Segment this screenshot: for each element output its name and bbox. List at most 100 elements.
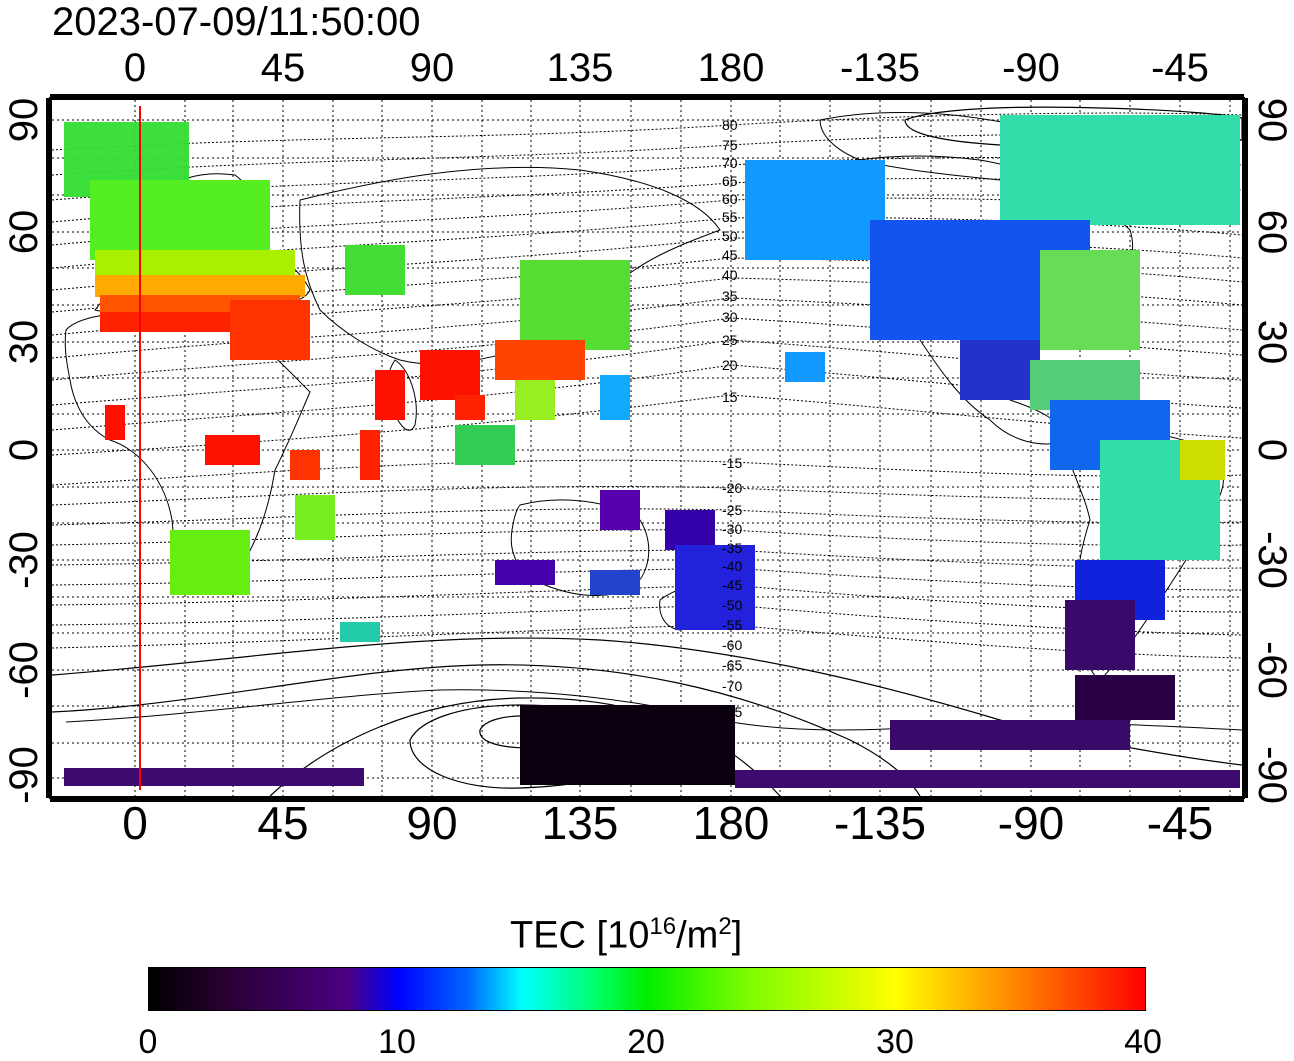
contour-label: 50 xyxy=(722,228,738,244)
right-axis-bar xyxy=(1242,98,1248,798)
tec-patch xyxy=(745,160,885,260)
colorbar xyxy=(148,967,1146,1011)
tec-patch xyxy=(665,510,715,550)
lon-bottom-tick-3: 135 xyxy=(541,797,619,849)
contour-label: 60 xyxy=(722,191,738,207)
tec-patch xyxy=(340,622,380,642)
tec-patch xyxy=(1180,440,1225,480)
tec-patch xyxy=(90,180,270,260)
contour-label: -25 xyxy=(722,502,742,518)
tec-patch xyxy=(520,705,735,785)
contour-label: -60 xyxy=(722,637,742,653)
lon-top-tick-7: -45 xyxy=(1151,46,1209,90)
contour-label: -70 xyxy=(722,678,742,694)
tec-patch xyxy=(375,370,405,420)
tec-patch xyxy=(1000,115,1240,225)
contour-label: 45 xyxy=(722,247,738,263)
tec-patch xyxy=(64,768,364,786)
tec-patch xyxy=(290,450,320,480)
contour-label: 65 xyxy=(722,173,738,189)
tec-patch xyxy=(1065,600,1135,670)
left-axis-bar xyxy=(46,98,52,798)
lon-bottom-tick-2: 90 xyxy=(406,797,458,849)
map-title: 2023-07-09/11:50:00 xyxy=(52,0,421,44)
tec-patch xyxy=(295,495,335,540)
contour-label: -20 xyxy=(722,480,742,496)
tec-patch xyxy=(600,375,630,420)
contour-label: -55 xyxy=(722,617,742,633)
tec-patch xyxy=(1075,675,1175,720)
contour-label: 20 xyxy=(722,357,738,373)
lon-top-tick-4: 180 xyxy=(697,46,765,90)
tec-patch xyxy=(455,425,515,465)
tec-patch xyxy=(95,275,305,297)
colorbar-tick-1: 10 xyxy=(378,1023,416,1061)
contour-label: 40 xyxy=(722,267,738,283)
tec-patch xyxy=(735,770,1240,788)
lon-bottom-tick-4: 180 xyxy=(692,797,770,849)
contour-label: 35 xyxy=(722,288,738,304)
colorbar-label-unit: /m xyxy=(676,914,719,957)
lon-top-tick-1: 45 xyxy=(260,46,306,90)
colorbar-label-unit-exp: 2 xyxy=(718,913,732,940)
tec-patch xyxy=(205,435,260,465)
colorbar-tick-2: 20 xyxy=(627,1023,665,1061)
colorbar-tick-4: 40 xyxy=(1124,1023,1162,1061)
lon-top-tick-6: -90 xyxy=(1002,46,1060,90)
tec-patch xyxy=(600,490,640,530)
contour-label: 30 xyxy=(722,309,738,325)
lon-bottom-tick-7: -45 xyxy=(1146,797,1214,849)
tec-patch xyxy=(590,570,640,595)
tec-patch xyxy=(495,560,555,585)
contour-label: 70 xyxy=(722,155,738,171)
colorbar-label-exp: 16 xyxy=(649,913,677,940)
lon-bottom-tick-6: -90 xyxy=(997,797,1065,849)
contour-label: -15 xyxy=(722,455,742,471)
colorbar-label-text: TEC [10 xyxy=(510,914,650,957)
tec-patch xyxy=(100,312,240,332)
tec-patch xyxy=(785,352,825,382)
contour-labels: 80 75 70 65 60 55 50 45 40 35 30 25 20 1… xyxy=(722,117,742,720)
contour-label: -40 xyxy=(722,558,742,574)
tec-patch xyxy=(1040,250,1140,350)
bottom-axis-bar xyxy=(50,796,1244,802)
contour-label: -45 xyxy=(722,577,742,593)
contour-label: 55 xyxy=(722,209,738,225)
lon-top-tick-0: 0 xyxy=(123,46,147,90)
contour-label: 25 xyxy=(722,332,738,348)
tec-patch xyxy=(360,430,380,480)
tec-patch xyxy=(170,530,250,595)
contour-label: -75 xyxy=(722,704,742,720)
top-axis-bar xyxy=(50,94,1244,100)
colorbar-title: TEC [1016/m2] xyxy=(510,905,742,958)
contour-label: 75 xyxy=(722,137,738,153)
contour-label: 15 xyxy=(722,389,738,405)
tec-patch xyxy=(515,380,555,420)
tec-patch xyxy=(495,340,585,380)
tec-patch xyxy=(230,300,310,360)
lon-bottom-tick-0: 0 xyxy=(122,797,148,849)
tec-patch xyxy=(345,245,405,295)
tec-patch xyxy=(675,545,755,630)
tec-data xyxy=(64,115,1240,788)
tec-patch xyxy=(105,405,125,440)
lon-top-tick-5: -135 xyxy=(839,46,921,90)
tec-patch xyxy=(960,340,1040,400)
contour-label: 80 xyxy=(722,117,738,133)
contour-label: -65 xyxy=(722,657,742,673)
colorbar-tick-3: 30 xyxy=(876,1023,914,1061)
tec-patch xyxy=(420,350,480,400)
colorbar-tick-0: 0 xyxy=(138,1023,158,1061)
tec-patch xyxy=(455,395,485,420)
tec-patch xyxy=(520,260,630,350)
colorbar-label-close: ] xyxy=(731,914,743,957)
lon-bottom-tick-5: -135 xyxy=(833,797,927,849)
tec-patch xyxy=(890,720,1130,750)
lon-top-tick-3: 135 xyxy=(546,46,614,90)
lon-top-tick-2: 90 xyxy=(409,46,455,90)
contour-label: -35 xyxy=(722,540,742,556)
contour-label: -30 xyxy=(722,521,742,537)
lon-bottom-tick-1: 45 xyxy=(257,797,309,849)
contour-label: -50 xyxy=(722,597,742,613)
